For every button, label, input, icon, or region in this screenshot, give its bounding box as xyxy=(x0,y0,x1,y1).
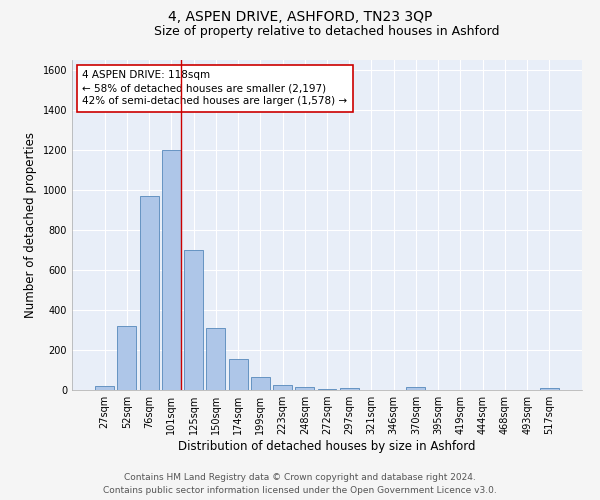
Y-axis label: Number of detached properties: Number of detached properties xyxy=(24,132,37,318)
Bar xyxy=(184,250,203,390)
Bar xyxy=(95,386,114,390)
Text: 4 ASPEN DRIVE: 118sqm
← 58% of detached houses are smaller (2,197)
42% of semi-d: 4 ASPEN DRIVE: 118sqm ← 58% of detached … xyxy=(82,70,347,106)
Bar xyxy=(140,196,158,390)
Bar xyxy=(540,388,559,390)
Bar xyxy=(118,326,136,390)
Bar xyxy=(162,150,181,390)
Bar xyxy=(295,387,314,390)
Title: Size of property relative to detached houses in Ashford: Size of property relative to detached ho… xyxy=(154,25,500,38)
Bar xyxy=(251,377,270,390)
Bar xyxy=(206,328,225,390)
Text: Contains HM Land Registry data © Crown copyright and database right 2024.
Contai: Contains HM Land Registry data © Crown c… xyxy=(103,474,497,495)
Text: 4, ASPEN DRIVE, ASHFORD, TN23 3QP: 4, ASPEN DRIVE, ASHFORD, TN23 3QP xyxy=(168,10,432,24)
Bar xyxy=(340,388,359,390)
Bar xyxy=(317,389,337,390)
Bar xyxy=(406,387,425,390)
Bar xyxy=(273,385,292,390)
Bar xyxy=(229,359,248,390)
X-axis label: Distribution of detached houses by size in Ashford: Distribution of detached houses by size … xyxy=(178,440,476,453)
